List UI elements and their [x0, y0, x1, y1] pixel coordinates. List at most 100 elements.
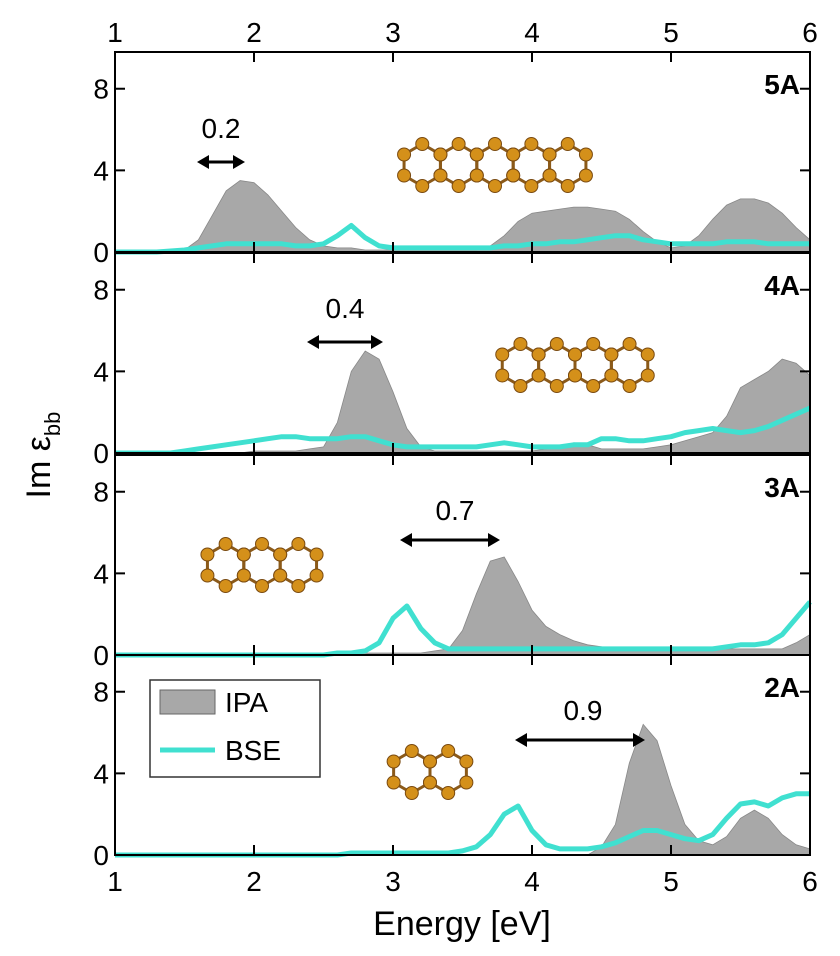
- atom: [525, 138, 538, 151]
- y-axis-label-main: Im ε: [20, 436, 58, 498]
- atom: [219, 580, 232, 593]
- atom: [416, 138, 429, 151]
- y-tick-label: 0: [93, 640, 109, 671]
- legend-swatch: [160, 690, 215, 714]
- x-tick-label: 6: [802, 866, 818, 897]
- y-tick-label: 8: [93, 74, 109, 105]
- atom: [561, 138, 574, 151]
- atom: [387, 776, 400, 789]
- atom: [256, 580, 269, 593]
- legend-label: IPA: [225, 687, 268, 718]
- atom: [641, 369, 654, 382]
- atom: [201, 548, 214, 561]
- atom: [256, 538, 269, 551]
- x-tick-label-top: 4: [524, 17, 540, 48]
- x-tick-label-top: 2: [246, 17, 262, 48]
- atom: [532, 348, 545, 361]
- atom: [434, 148, 447, 161]
- y-tick-label: 8: [93, 477, 109, 508]
- molecule: [496, 338, 654, 393]
- atom: [496, 348, 509, 361]
- x-tick-label: 3: [385, 866, 401, 897]
- atom: [237, 548, 250, 561]
- atom: [623, 380, 636, 393]
- x-axis-label: Energy [eV]: [373, 905, 551, 943]
- atom: [405, 745, 418, 758]
- atom: [550, 380, 563, 393]
- atom: [532, 369, 545, 382]
- atom: [398, 148, 411, 161]
- atom: [514, 380, 527, 393]
- atom: [442, 787, 455, 800]
- atom: [543, 169, 556, 182]
- y-tick-label: 4: [93, 558, 109, 589]
- atom: [569, 369, 582, 382]
- panel-label: 4A: [764, 270, 800, 301]
- bse-line: [115, 602, 810, 655]
- shift-label: 0.7: [436, 495, 475, 526]
- atom: [550, 338, 563, 351]
- atom: [274, 569, 287, 582]
- panel-label: 2A: [764, 672, 800, 703]
- atom: [292, 580, 305, 593]
- x-tick-label: 2: [246, 866, 262, 897]
- atom: [489, 138, 502, 151]
- atom: [424, 755, 437, 768]
- atom: [507, 148, 520, 161]
- y-tick-label: 4: [93, 155, 109, 186]
- atom: [398, 169, 411, 182]
- atom: [641, 348, 654, 361]
- atom: [605, 369, 618, 382]
- atom: [470, 148, 483, 161]
- atom: [587, 380, 600, 393]
- y-tick-label: 0: [93, 237, 109, 268]
- atom: [442, 745, 455, 758]
- atom: [569, 348, 582, 361]
- atom: [434, 169, 447, 182]
- atom: [489, 180, 502, 193]
- atom: [496, 369, 509, 382]
- atom: [405, 787, 418, 800]
- atom: [452, 138, 465, 151]
- atom: [310, 569, 323, 582]
- atom: [201, 569, 214, 582]
- x-tick-label-top: 5: [663, 17, 679, 48]
- shift-label: 0.9: [564, 695, 603, 726]
- atom: [507, 169, 520, 182]
- atom: [579, 169, 592, 182]
- atom: [587, 338, 600, 351]
- legend-label: BSE: [225, 735, 281, 766]
- atom: [387, 755, 400, 768]
- y-tick-label: 0: [93, 438, 109, 469]
- atom: [460, 755, 473, 768]
- atom: [514, 338, 527, 351]
- figure: Im εbb Energy [eV] 0481234565A0.20484A0.…: [0, 0, 840, 951]
- ipa-area: [115, 557, 810, 655]
- y-axis-label-subscript: bb: [40, 412, 65, 436]
- molecule: [387, 745, 473, 800]
- y-tick-label: 4: [93, 758, 109, 789]
- y-axis-label: Im εbb: [20, 412, 65, 499]
- molecule: [201, 538, 323, 593]
- atom: [452, 180, 465, 193]
- panel-label: 5A: [764, 69, 800, 100]
- atom: [274, 548, 287, 561]
- atom: [292, 538, 305, 551]
- y-tick-label: 8: [93, 275, 109, 306]
- panel-frame: [115, 455, 810, 655]
- panel-frame: [115, 253, 810, 453]
- shift-label: 0.2: [202, 113, 241, 144]
- atom: [310, 548, 323, 561]
- ipa-area: [115, 351, 810, 453]
- atom: [470, 169, 483, 182]
- x-tick-label-top: 3: [385, 17, 401, 48]
- x-tick-label: 5: [663, 866, 679, 897]
- atom: [579, 148, 592, 161]
- atom: [424, 776, 437, 789]
- shift-label: 0.4: [326, 293, 365, 324]
- atom: [561, 180, 574, 193]
- y-tick-label: 8: [93, 677, 109, 708]
- y-tick-label: 4: [93, 356, 109, 387]
- atom: [219, 538, 232, 551]
- x-tick-label-top: 1: [107, 17, 123, 48]
